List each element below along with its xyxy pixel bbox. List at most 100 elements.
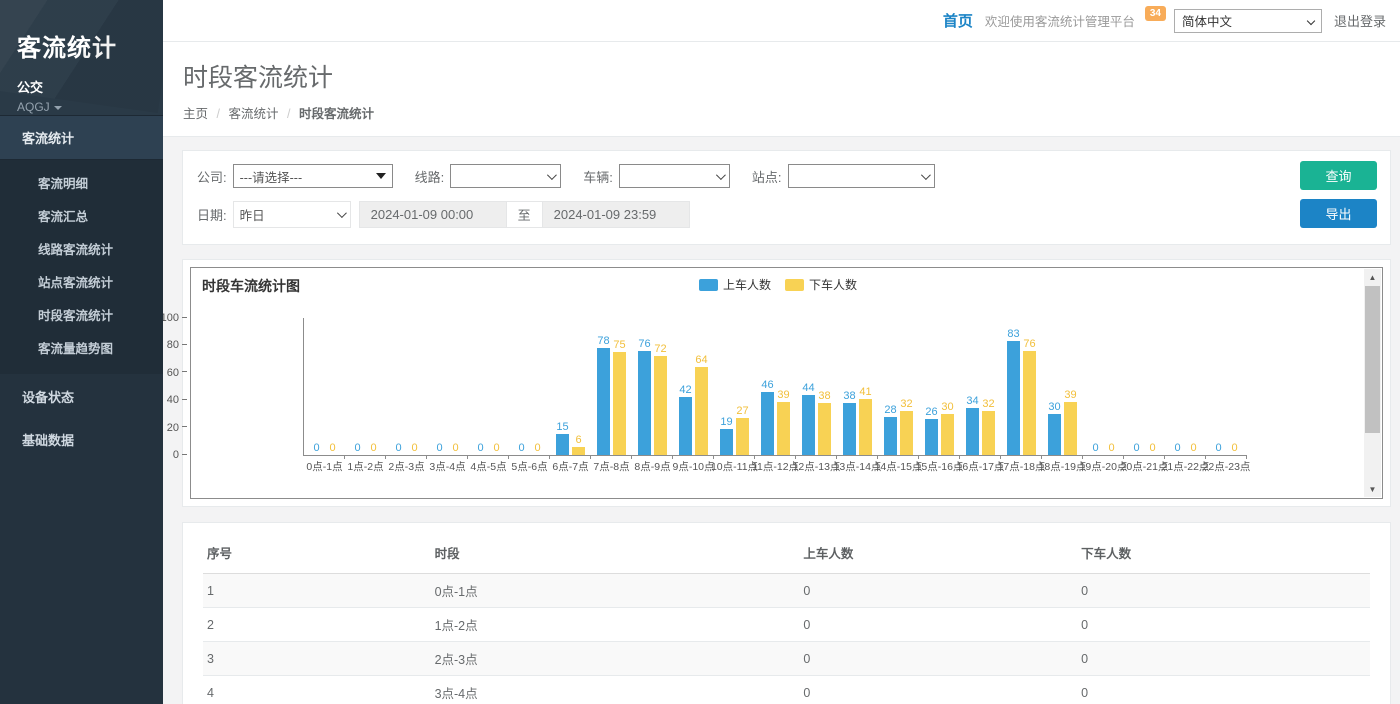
table-row: 2 1点-2点 0 0 xyxy=(203,607,1370,642)
company-filter: 公司: ---请选择--- xyxy=(197,164,393,188)
chevron-down-icon xyxy=(336,208,347,219)
table-cell: 0 xyxy=(1077,607,1370,642)
bar-下车人数[interactable]: 76 xyxy=(1023,338,1036,455)
bar-上车人数[interactable]: 46 xyxy=(761,379,774,455)
chart-category: 0 0 1点-2点 xyxy=(345,318,386,473)
home-link[interactable]: 首页 xyxy=(942,13,973,30)
chart-category: 19 27 10点-11点 xyxy=(711,318,758,473)
scrollbar-thumb[interactable] xyxy=(1365,286,1380,433)
station-select[interactable] xyxy=(787,164,935,188)
table-cell: 0 xyxy=(1077,573,1370,608)
bar-上车人数[interactable]: 44 xyxy=(802,382,815,455)
chart-x-axis-line xyxy=(303,455,1247,456)
bar-value-label: 30 xyxy=(1048,400,1061,413)
bar-下车人数[interactable]: 41 xyxy=(859,386,872,455)
chart-header: 时段车流统计图 上车人数 下车人数 xyxy=(191,268,1382,298)
bar-value-label: 78 xyxy=(597,335,610,348)
bar-下车人数[interactable]: 39 xyxy=(777,389,790,455)
bar-上车人数[interactable]: 28 xyxy=(884,404,897,455)
chart-category: 83 76 17点-18点 xyxy=(998,318,1046,473)
bar-value-label: 27 xyxy=(736,405,749,418)
chart-category: 0 0 3点-4点 xyxy=(427,318,468,473)
date-preset-select[interactable]: 昨日 xyxy=(232,201,351,228)
bar-上车人数[interactable]: 34 xyxy=(966,395,979,455)
bar-下车人数[interactable]: 38 xyxy=(818,390,831,455)
scroll-up-icon[interactable]: ▲ xyxy=(1368,272,1377,282)
chart-category: 0 0 5点-6点 xyxy=(509,318,550,473)
user-menu[interactable]: AQGJ xyxy=(17,100,163,114)
bar-下车人数[interactable]: 64 xyxy=(695,354,708,455)
sidebar-subitem-5[interactable]: 客流量趋势图 xyxy=(38,342,114,356)
bar-value-label: 75 xyxy=(613,339,626,352)
bar-value-label: 32 xyxy=(982,398,995,411)
chevron-down-icon xyxy=(547,169,558,180)
bar-下车人数[interactable]: 39 xyxy=(1064,389,1077,455)
line-label: 线路: xyxy=(414,169,445,185)
sidebar-subitem-4[interactable]: 时段客流统计 xyxy=(38,309,114,323)
x-axis-label: 18点-19点 xyxy=(1038,461,1087,473)
bar-上车人数[interactable]: 15 xyxy=(556,421,569,455)
breadcrumb-home[interactable]: 主页 xyxy=(183,107,209,121)
bar-下车人数[interactable]: 30 xyxy=(941,401,954,455)
bar-下车人数[interactable]: 27 xyxy=(736,405,749,455)
chart-category: 76 72 8点-9点 xyxy=(632,318,673,473)
bar-下车人数[interactable]: 32 xyxy=(900,398,913,455)
chart-category: 0 0 2点-3点 xyxy=(386,318,427,473)
date-range-to-label: 至 xyxy=(506,201,542,228)
table-cell: 0 xyxy=(799,641,1078,676)
x-axis-label: 19点-20点 xyxy=(1079,461,1128,473)
bar-value-label: 0 xyxy=(1092,442,1099,454)
table-header-cell: 下车人数 xyxy=(1077,533,1370,574)
bar-上车人数[interactable]: 42 xyxy=(679,384,692,455)
query-button[interactable]: 查询 xyxy=(1300,161,1377,190)
bar-上车人数[interactable]: 30 xyxy=(1048,401,1061,455)
x-axis-label: 1点-2点 xyxy=(347,461,384,473)
sidebar-subitem-3[interactable]: 站点客流统计 xyxy=(38,276,114,290)
bar-value-label: 0 xyxy=(1108,442,1115,454)
scroll-down-icon[interactable]: ▼ xyxy=(1368,484,1377,494)
date-end-input[interactable]: 2024-01-09 23:59 xyxy=(541,201,690,228)
bar-上车人数[interactable]: 76 xyxy=(638,338,651,455)
chart-category: 0 0 0点-1点 xyxy=(304,318,345,473)
bar-上车人数[interactable]: 26 xyxy=(925,406,938,455)
line-select[interactable] xyxy=(450,164,562,188)
station-filter: 站点: xyxy=(752,164,935,188)
bar-value-label: 0 xyxy=(329,442,336,454)
sidebar-subitem-0[interactable]: 客流明细 xyxy=(38,177,89,191)
logout-link[interactable]: 退出登录 xyxy=(1333,14,1386,29)
table-cell: 0点-1点 xyxy=(430,573,800,608)
bar-下车人数[interactable]: 72 xyxy=(654,343,667,455)
bar-上车人数[interactable]: 38 xyxy=(843,390,856,455)
y-axis-tick: 60 xyxy=(163,367,187,379)
bar-value-label: 0 xyxy=(370,442,377,454)
sidebar-subitem-2[interactable]: 线路客流统计 xyxy=(38,243,114,257)
vehicle-select[interactable] xyxy=(618,164,730,188)
bar-下车人数[interactable]: 32 xyxy=(982,398,995,455)
table-cell: 2 xyxy=(203,607,431,642)
bar-value-label: 0 xyxy=(1149,442,1156,454)
bar-value-label: 64 xyxy=(695,354,708,367)
sidebar-item-passenger-stats[interactable]: 客流统计 xyxy=(0,115,163,160)
bar-上车人数[interactable]: 78 xyxy=(597,335,610,455)
company-select[interactable]: ---请选择--- xyxy=(232,164,393,188)
sidebar-item-1[interactable]: 基础数据 xyxy=(22,433,75,448)
chart-category: 38 41 13点-14点 xyxy=(834,318,882,473)
bar-下车人数[interactable]: 6 xyxy=(572,434,585,455)
language-select[interactable]: 简体中文 xyxy=(1173,8,1322,33)
table-row: 3 2点-3点 0 0 xyxy=(203,641,1370,676)
bar-上车人数[interactable]: 19 xyxy=(720,416,733,455)
data-table: 序号 时段 上车人数 下车人数 1 0点-1点 0 0 2 1点-2点 0 0 3 2点-3点 0 0 4 3点… xyxy=(203,533,1370,704)
bar-上车人数[interactable]: 83 xyxy=(1007,328,1020,455)
chart-scrollbar[interactable]: ▲ ▼ xyxy=(1364,269,1381,497)
x-axis-label: 3点-4点 xyxy=(429,461,466,473)
table-header-row: 序号 时段 上车人数 下车人数 xyxy=(203,533,1370,574)
legend-item[interactable]: 上车人数 xyxy=(698,276,771,293)
breadcrumb-section[interactable]: 客流统计 xyxy=(228,107,279,121)
legend-item[interactable]: 下车人数 xyxy=(785,276,857,293)
breadcrumb-current: 时段客流统计 xyxy=(298,107,374,121)
sidebar-item-0[interactable]: 设备状态 xyxy=(22,390,75,405)
export-button[interactable]: 导出 xyxy=(1300,199,1377,228)
sidebar-subitem-1[interactable]: 客流汇总 xyxy=(38,210,89,224)
date-start-input[interactable]: 2024-01-09 00:00 xyxy=(358,201,507,228)
bar-下车人数[interactable]: 75 xyxy=(613,339,626,455)
